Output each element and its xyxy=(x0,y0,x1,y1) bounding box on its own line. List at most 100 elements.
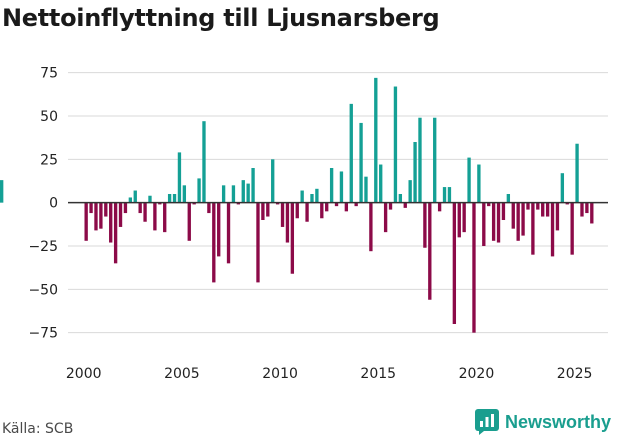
x-tick-label: 2025 xyxy=(557,366,593,382)
bar-positive xyxy=(575,143,579,203)
bar-positive xyxy=(202,121,206,203)
bar-positive xyxy=(221,185,226,203)
bar-positive xyxy=(477,164,481,203)
bars xyxy=(0,77,594,333)
bar-negative xyxy=(423,202,427,248)
bar-positive xyxy=(364,176,368,203)
bar-negative xyxy=(354,202,358,207)
brand-logo: Newsworthy xyxy=(475,407,611,437)
bar-negative xyxy=(428,202,432,300)
bar-negative xyxy=(526,202,530,210)
y-tick-label: −75 xyxy=(28,326,58,342)
bar-positive xyxy=(442,187,447,203)
brand-name: Newsworthy xyxy=(505,411,612,432)
bar-positive xyxy=(413,142,417,203)
bar-negative xyxy=(305,202,309,222)
bar-negative xyxy=(457,202,461,238)
bar-positive xyxy=(310,194,314,203)
bar-negative xyxy=(89,202,93,214)
bar-negative xyxy=(521,202,525,236)
bar-negative xyxy=(163,202,167,233)
bar-positive xyxy=(379,164,383,203)
bar-negative xyxy=(320,202,324,219)
bar-negative xyxy=(158,202,162,205)
bar-negative xyxy=(437,202,442,212)
bar-positive xyxy=(467,157,471,203)
bar-positive xyxy=(408,180,412,203)
bar-negative xyxy=(285,202,290,243)
bar-negative xyxy=(256,202,260,283)
x-tick-label: 2015 xyxy=(360,366,396,382)
y-tick-label: 75 xyxy=(40,66,58,82)
bar-positive xyxy=(172,194,177,203)
bar-positive xyxy=(231,185,236,203)
bar-negative xyxy=(511,202,515,229)
bar-negative xyxy=(212,202,216,283)
x-tick-labels: 2000 2005 2010 2015 2020 2025 xyxy=(66,366,593,382)
bar-positive xyxy=(359,122,363,203)
bar-negative xyxy=(99,202,103,229)
bar-negative xyxy=(344,202,349,212)
bar-negative xyxy=(472,202,476,333)
bar-negative xyxy=(531,202,535,255)
bar-negative xyxy=(403,202,407,208)
bar-positive xyxy=(251,168,255,203)
bar-negative xyxy=(388,202,393,210)
bar-positive xyxy=(418,117,422,203)
bar-negative xyxy=(143,202,147,222)
bar-negative xyxy=(565,202,569,205)
bar-negative xyxy=(290,202,295,274)
bar-positive xyxy=(241,180,245,203)
bar-positive xyxy=(398,194,403,203)
bar-positive xyxy=(177,152,182,203)
bar-positive xyxy=(0,180,4,203)
bar-negative xyxy=(109,202,113,243)
bar-negative xyxy=(104,202,108,217)
bar-negative xyxy=(545,202,550,217)
bar-negative xyxy=(192,202,196,205)
bar-negative xyxy=(236,202,241,205)
bar-positive xyxy=(128,197,133,203)
bar-negative xyxy=(580,202,584,217)
bar-positive xyxy=(339,171,344,203)
bar-negative xyxy=(261,202,265,220)
bar-negative xyxy=(118,202,123,227)
bar-negative xyxy=(585,202,589,214)
bar-chart-icon xyxy=(475,409,499,435)
x-tick-label: 2010 xyxy=(262,366,298,382)
bar-negative xyxy=(516,202,520,241)
bar-positive xyxy=(433,117,437,203)
bar-negative xyxy=(369,202,373,252)
gridlines xyxy=(68,72,608,334)
bar-negative xyxy=(207,202,211,214)
x-tick-label: 2020 xyxy=(459,366,495,382)
bar-negative xyxy=(217,202,221,257)
bar-negative xyxy=(590,202,594,224)
bar-positive xyxy=(315,188,319,203)
bar-negative xyxy=(266,202,270,217)
bar-positive xyxy=(506,194,511,203)
y-tick-label: 50 xyxy=(40,109,58,125)
bar-negative xyxy=(536,202,540,210)
bar-positive xyxy=(133,190,137,203)
bar-negative xyxy=(325,202,329,212)
bar-positive xyxy=(329,168,334,203)
bar-negative xyxy=(462,202,466,233)
bar-negative xyxy=(555,202,560,231)
bar-negative xyxy=(482,202,486,246)
source-note: Källa: SCB xyxy=(2,421,74,437)
bar-negative xyxy=(84,202,88,241)
bar-negative xyxy=(295,202,299,219)
bar-negative xyxy=(280,202,285,227)
x-tick-label: 2000 xyxy=(66,366,102,382)
y-tick-label: −25 xyxy=(28,239,58,255)
bar-negative xyxy=(226,202,231,264)
bar-positive xyxy=(271,159,275,203)
bar-negative xyxy=(113,202,118,264)
bar-positive xyxy=(300,190,304,203)
x-tick-label: 2005 xyxy=(164,366,200,382)
bar-positive xyxy=(349,103,353,203)
y-tick-label: −50 xyxy=(28,282,58,298)
bar-positive xyxy=(246,183,250,203)
